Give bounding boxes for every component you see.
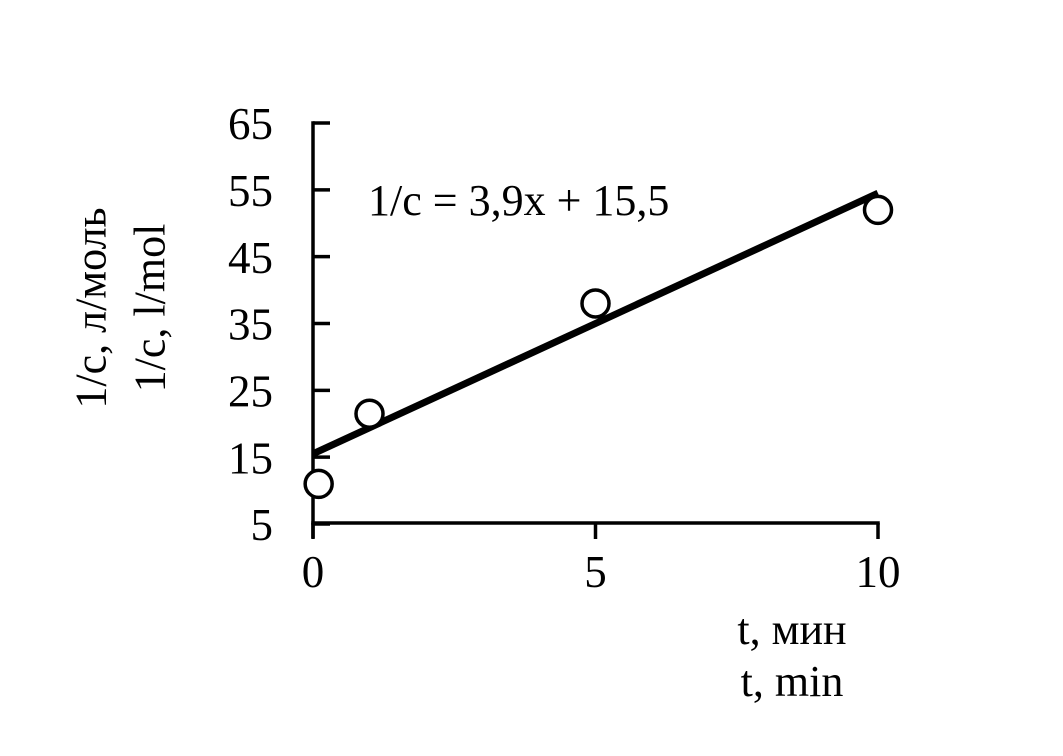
y-axis-title-line-ru: 1/c, л/моль bbox=[66, 207, 116, 409]
data-series bbox=[303, 189, 894, 500]
data-point-marker bbox=[303, 468, 334, 500]
x-axis-title-line-ru: t, мин bbox=[737, 605, 847, 654]
x-tick-label: 0 bbox=[302, 547, 325, 597]
axes bbox=[311, 121, 880, 539]
y-tick-label: 5 bbox=[251, 500, 274, 550]
y-tick-label: 45 bbox=[228, 233, 273, 283]
y-tick-label: 65 bbox=[228, 99, 273, 149]
x-axis-title: t, мин t, min bbox=[642, 604, 942, 708]
y-tick-label: 15 bbox=[228, 433, 273, 483]
data-point-marker bbox=[354, 398, 385, 429]
data-point-marker bbox=[862, 194, 894, 226]
y-tick-label: 55 bbox=[228, 166, 273, 216]
x-tick-label: 5 bbox=[584, 547, 607, 597]
x-axis-title-line-en: t, min bbox=[740, 657, 844, 706]
y-axis-title: 1/c, л/моль 1/c, l/mol bbox=[62, 188, 180, 429]
trendline-equation-label: 1/c = 3,9x + 15,5 bbox=[368, 176, 670, 225]
y-tick-label: 25 bbox=[228, 367, 273, 417]
trend-line bbox=[311, 189, 880, 458]
y-axis-title-line-en: 1/c, l/mol bbox=[125, 223, 175, 393]
x-tick-label: 10 bbox=[856, 547, 901, 597]
data-point-marker bbox=[580, 288, 611, 319]
y-tick-label: 35 bbox=[228, 300, 273, 350]
